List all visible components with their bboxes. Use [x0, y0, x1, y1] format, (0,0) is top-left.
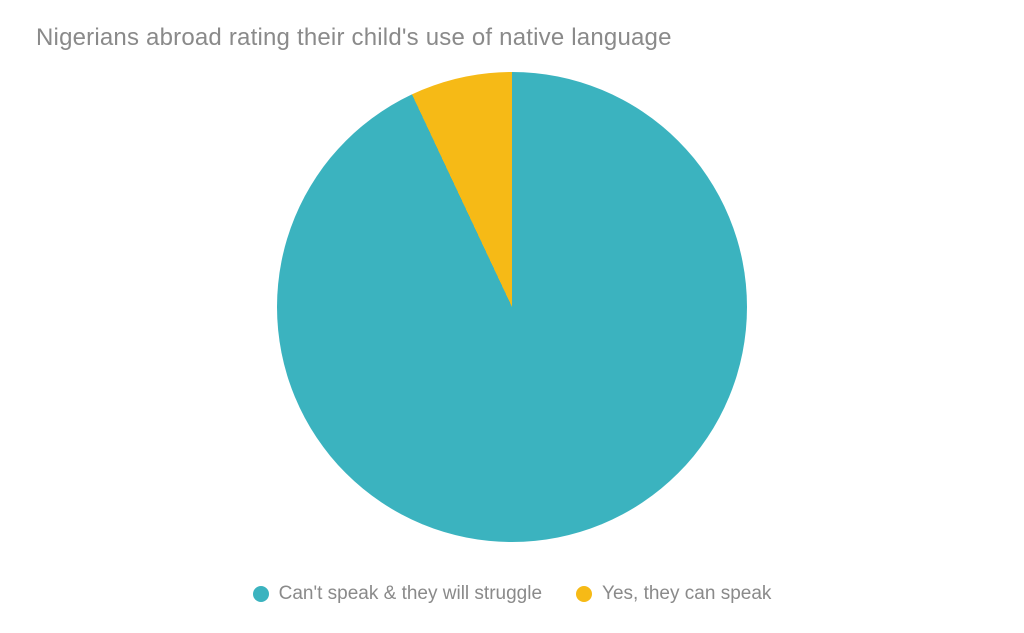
legend-swatch — [576, 586, 592, 602]
pie-chart — [277, 72, 747, 542]
pie-area — [0, 60, 1024, 553]
legend-item: Can't speak & they will struggle — [253, 583, 542, 605]
legend: Can't speak & they will struggle Yes, the… — [0, 583, 1024, 605]
chart-container: Nigerians abroad rating their child's us… — [0, 0, 1024, 633]
legend-label: Yes, they can speak — [602, 583, 771, 605]
chart-title: Nigerians abroad rating their child's us… — [36, 24, 672, 52]
legend-item: Yes, they can speak — [576, 583, 771, 605]
legend-swatch — [253, 586, 269, 602]
legend-label: Can't speak & they will struggle — [279, 583, 542, 605]
